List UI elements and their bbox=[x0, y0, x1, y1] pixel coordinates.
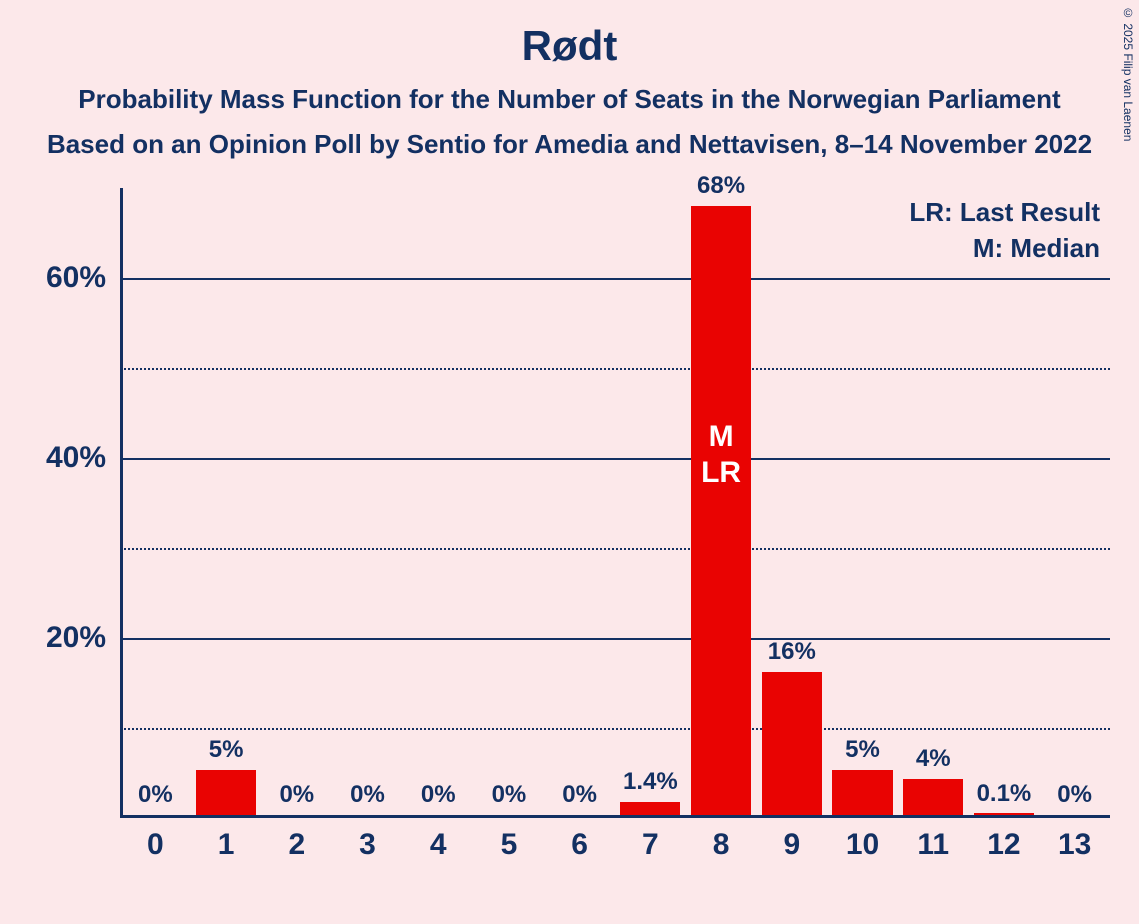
x-tick-label: 2 bbox=[288, 828, 305, 862]
grid-minor bbox=[120, 548, 1110, 550]
bar-value-label: 0.1% bbox=[977, 780, 1032, 808]
copyright-credit: © 2025 Filip van Laenen bbox=[1121, 6, 1135, 141]
x-tick-label: 13 bbox=[1058, 828, 1091, 862]
chart-subtitle-1: Probability Mass Function for the Number… bbox=[0, 84, 1139, 115]
bar-value-label: 5% bbox=[845, 736, 880, 764]
plot-area: LR: Last Result M: Median 20%40%60%0%05%… bbox=[120, 188, 1110, 818]
y-tick-label: 20% bbox=[46, 621, 106, 655]
bar-value-label: 0% bbox=[279, 781, 314, 809]
y-tick-label: 60% bbox=[46, 261, 106, 295]
chart-title: Rødt bbox=[0, 22, 1139, 70]
bar-value-label: 0% bbox=[1057, 781, 1092, 809]
bar bbox=[196, 770, 256, 815]
x-tick-label: 5 bbox=[501, 828, 518, 862]
x-tick-label: 7 bbox=[642, 828, 659, 862]
bar-value-label: 68% bbox=[697, 172, 745, 200]
x-tick-label: 1 bbox=[218, 828, 235, 862]
legend-m: M: Median bbox=[909, 230, 1100, 266]
bar bbox=[974, 813, 1034, 815]
bar-value-label: 0% bbox=[138, 781, 173, 809]
y-axis bbox=[120, 188, 123, 818]
grid-minor bbox=[120, 368, 1110, 370]
bar: MLR bbox=[691, 206, 751, 815]
legend: LR: Last Result M: Median bbox=[909, 194, 1100, 267]
bar bbox=[903, 779, 963, 815]
x-tick-label: 0 bbox=[147, 828, 164, 862]
y-tick-label: 40% bbox=[46, 441, 106, 475]
grid-major bbox=[120, 638, 1110, 640]
x-tick-label: 9 bbox=[783, 828, 800, 862]
x-tick-label: 4 bbox=[430, 828, 447, 862]
grid-minor bbox=[120, 728, 1110, 730]
bar-value-label: 0% bbox=[562, 781, 597, 809]
bar bbox=[762, 672, 822, 815]
x-axis bbox=[120, 815, 1110, 818]
grid-major bbox=[120, 458, 1110, 460]
bar-value-label: 0% bbox=[350, 781, 385, 809]
chart-subtitle-2: Based on an Opinion Poll by Sentio for A… bbox=[0, 129, 1139, 160]
bar-value-label: 0% bbox=[421, 781, 456, 809]
bar-value-label: 5% bbox=[209, 736, 244, 764]
x-tick-label: 8 bbox=[713, 828, 730, 862]
bar bbox=[620, 802, 680, 815]
legend-lr: LR: Last Result bbox=[909, 194, 1100, 230]
bar-value-label: 0% bbox=[492, 781, 527, 809]
x-tick-label: 6 bbox=[571, 828, 588, 862]
bar bbox=[832, 770, 892, 815]
x-tick-label: 11 bbox=[917, 828, 949, 862]
grid-major bbox=[120, 278, 1110, 280]
x-tick-label: 12 bbox=[987, 828, 1020, 862]
bar-value-label: 4% bbox=[916, 745, 951, 773]
x-tick-label: 3 bbox=[359, 828, 376, 862]
pmf-chart: Rødt Probability Mass Function for the N… bbox=[0, 0, 1139, 924]
bar-value-label: 16% bbox=[768, 638, 816, 666]
bar-value-label: 1.4% bbox=[623, 768, 678, 796]
bar-marker: MLR bbox=[701, 419, 741, 491]
x-tick-label: 10 bbox=[846, 828, 879, 862]
